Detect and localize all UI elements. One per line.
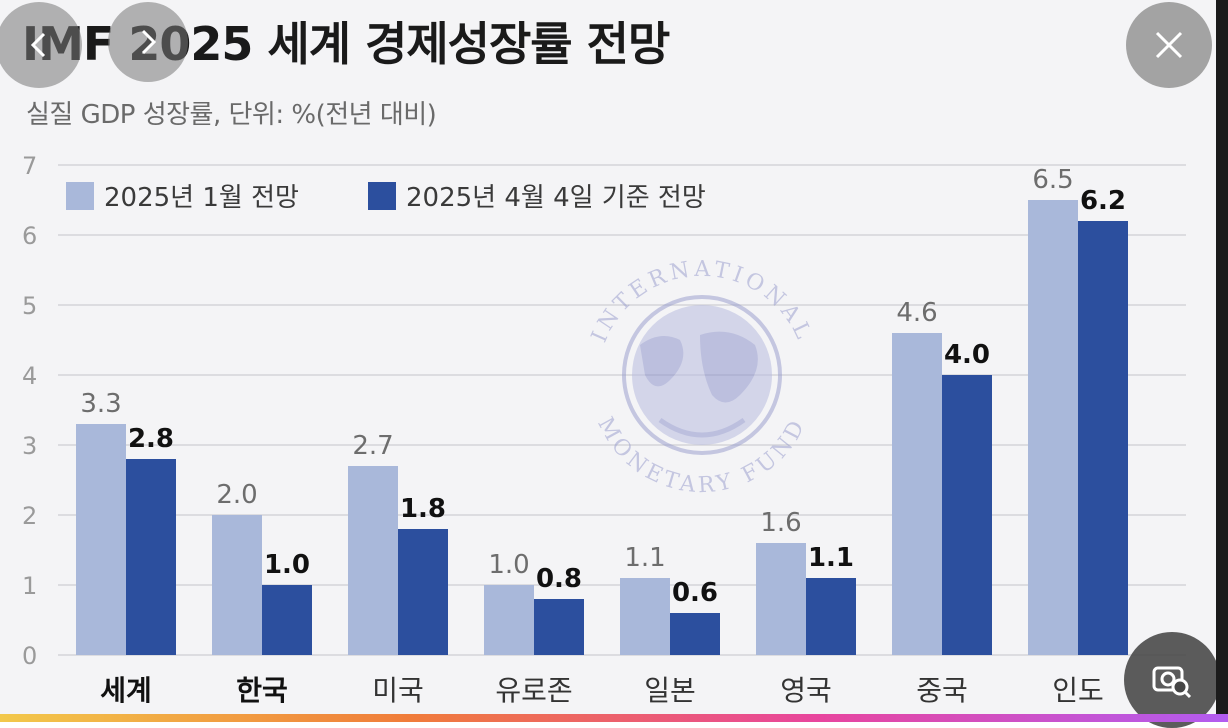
data-label: 6.2 xyxy=(1080,186,1126,216)
bar xyxy=(1078,221,1128,655)
y-tick-label: 7 xyxy=(22,152,37,180)
bottom-gradient-bar xyxy=(0,714,1228,722)
y-tick-label: 6 xyxy=(22,222,37,250)
bar xyxy=(892,333,942,655)
x-tick-label: 세계 xyxy=(100,674,152,707)
y-tick-label: 2 xyxy=(22,502,37,530)
data-label: 4.6 xyxy=(896,298,937,328)
bar xyxy=(670,613,720,655)
data-label: 0.6 xyxy=(672,578,718,608)
chart-subtitle: 실질 GDP 성장률, 단위: %(전년 대비) xyxy=(26,100,437,130)
legend-swatch xyxy=(66,182,94,210)
bar xyxy=(76,424,126,655)
bar xyxy=(484,585,534,655)
data-label: 2.8 xyxy=(128,424,174,454)
bar xyxy=(942,375,992,655)
visual-search-icon xyxy=(1152,666,1192,699)
chevron-right-icon xyxy=(141,29,157,55)
x-tick-label: 영국 xyxy=(780,674,832,707)
data-label: 1.1 xyxy=(624,543,665,573)
next-button[interactable] xyxy=(108,2,188,82)
prev-button[interactable] xyxy=(0,2,82,88)
y-tick-label: 4 xyxy=(22,362,37,390)
y-tick-label: 1 xyxy=(22,572,37,600)
chevron-left-icon xyxy=(30,32,46,58)
y-tick-label: 0 xyxy=(22,642,37,670)
bar xyxy=(1028,200,1078,655)
bar xyxy=(348,466,398,655)
legend-swatch xyxy=(368,182,396,210)
legend-label: 2025년 1월 전망 xyxy=(104,183,299,213)
data-label: 4.0 xyxy=(944,340,990,370)
x-tick-label: 인도 xyxy=(1052,674,1104,707)
x-tick-label: 한국 xyxy=(236,674,288,707)
close-button[interactable] xyxy=(1126,2,1212,88)
x-tick-label: 유로존 xyxy=(495,674,572,707)
visual-search-button[interactable] xyxy=(1124,632,1220,728)
legend: 2025년 1월 전망 2025년 4월 4일 기준 전망 xyxy=(66,182,706,213)
data-label: 1.1 xyxy=(808,543,854,573)
data-label: 2.7 xyxy=(352,431,393,461)
y-tick-label: 5 xyxy=(22,292,37,320)
data-label: 1.0 xyxy=(488,550,529,580)
close-icon xyxy=(1155,31,1183,59)
data-label: 2.0 xyxy=(216,480,257,510)
bar xyxy=(534,599,584,655)
y-tick-label: 3 xyxy=(22,432,37,460)
x-tick-label: 일본 xyxy=(644,674,696,707)
data-label: 0.8 xyxy=(536,564,582,594)
data-label: 1.0 xyxy=(264,550,310,580)
bar xyxy=(620,578,670,655)
bar xyxy=(262,585,312,655)
legend-label: 2025년 4월 4일 기준 전망 xyxy=(406,183,706,213)
bar xyxy=(212,515,262,655)
bar xyxy=(806,578,856,655)
x-tick-label: 중국 xyxy=(916,674,968,707)
data-label: 6.5 xyxy=(1032,165,1073,195)
window-edge xyxy=(1216,0,1228,722)
bar xyxy=(756,543,806,655)
data-label: 1.6 xyxy=(760,508,801,538)
bar xyxy=(126,459,176,655)
data-label: 3.3 xyxy=(80,389,121,419)
bar xyxy=(398,529,448,655)
imf-seal-watermark: INTERNATIONAL MONETARY FUND xyxy=(587,257,813,499)
x-tick-label: 미국 xyxy=(372,674,424,707)
data-label: 1.8 xyxy=(400,494,446,524)
